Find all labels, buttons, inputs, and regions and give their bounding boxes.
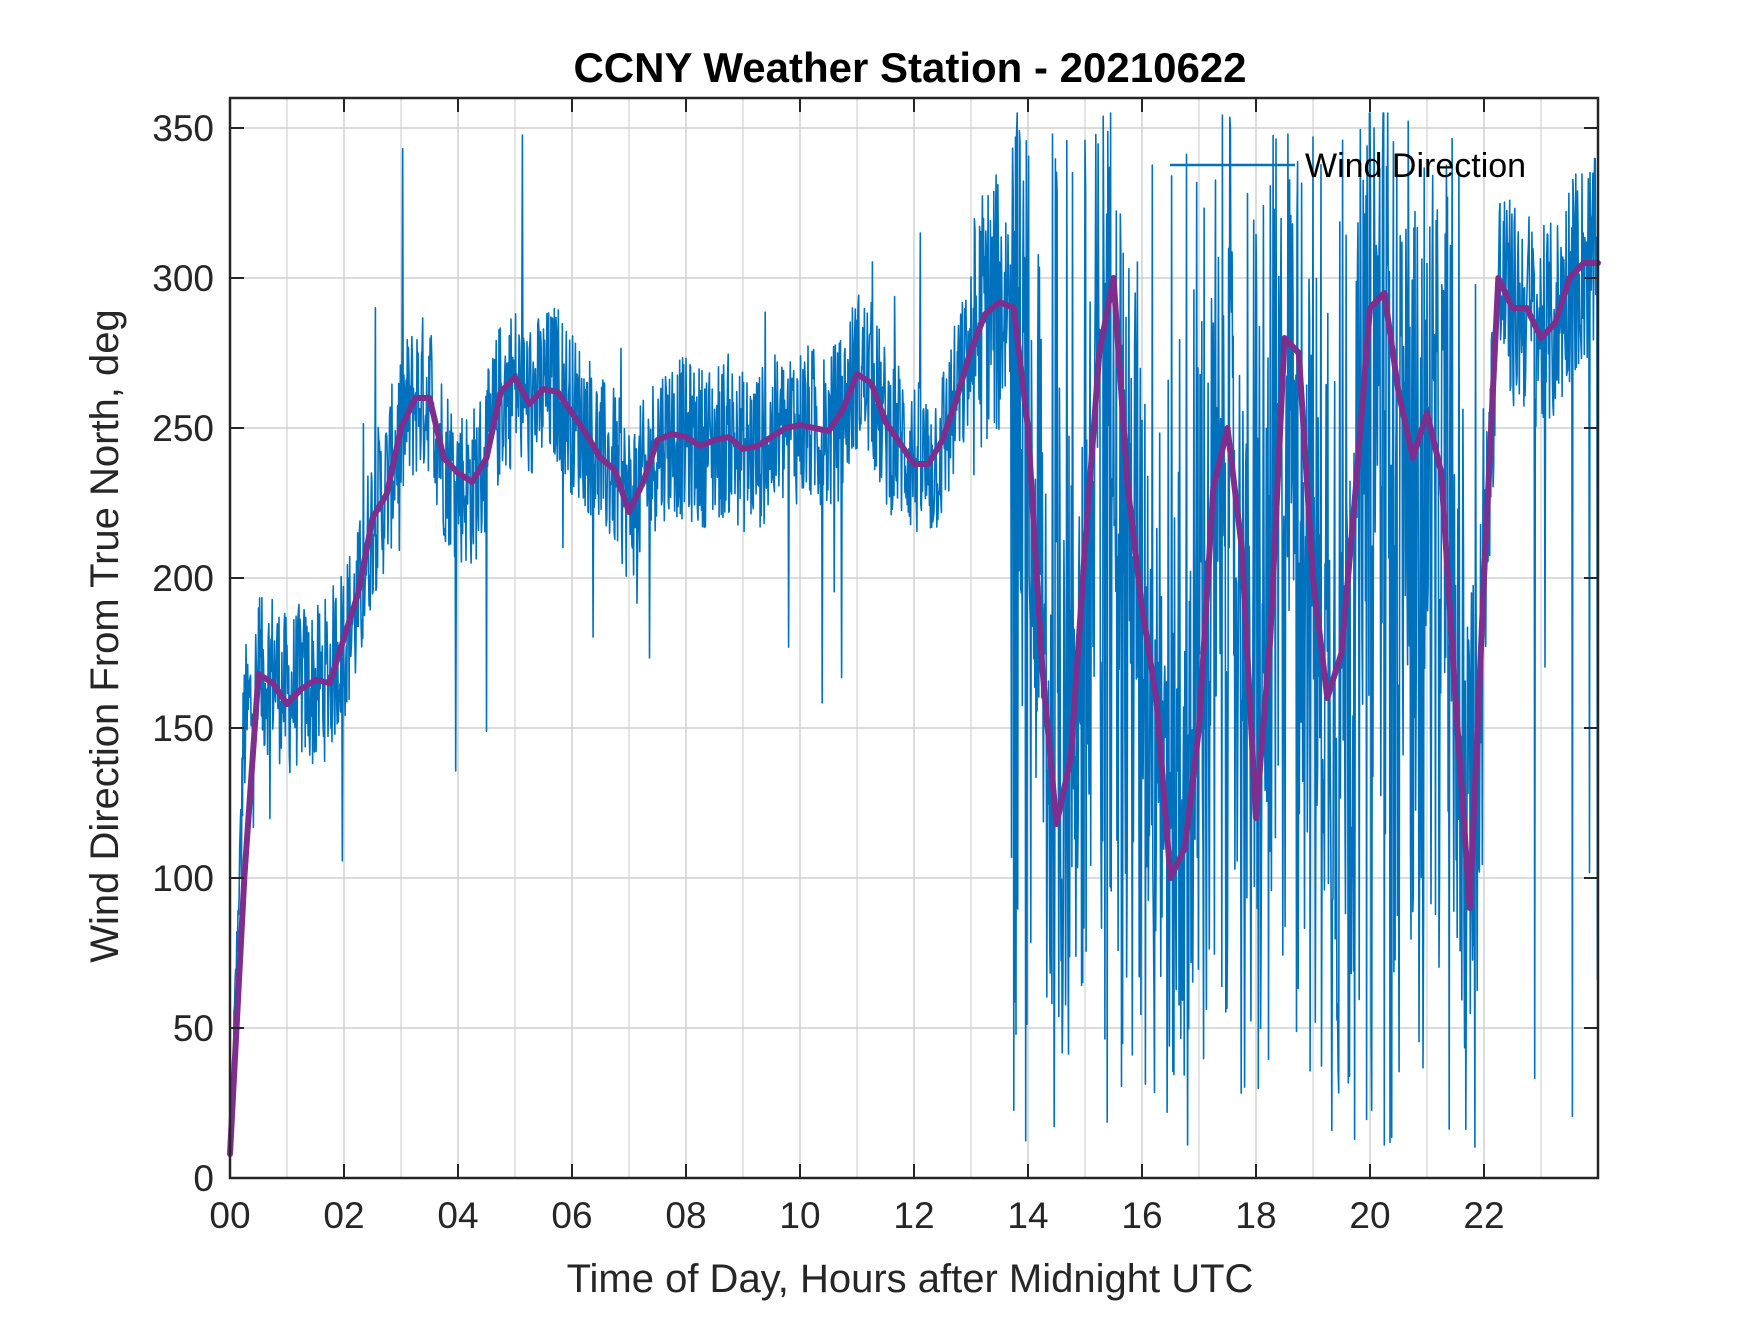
x-tick-label: 00 bbox=[209, 1195, 250, 1236]
tick-labels: 00 02 04 06 08 10 12 14 16 18 20 22 0 50 100 150 200 250 3… bbox=[152, 108, 1504, 1236]
y-tick-label: 250 bbox=[152, 408, 214, 449]
x-tick-label: 18 bbox=[1235, 1195, 1276, 1236]
y-tick-label: 200 bbox=[152, 558, 214, 599]
legend: Wind Direction bbox=[1170, 147, 1526, 185]
legend-label-wind-direction: Wind Direction bbox=[1305, 147, 1526, 185]
y-tick-label: 100 bbox=[152, 858, 214, 899]
x-axis-label: Time of Day, Hours after Midnight UTC bbox=[567, 1257, 1254, 1301]
x-tick-label: 02 bbox=[323, 1195, 364, 1236]
x-tick-label: 10 bbox=[779, 1195, 820, 1236]
y-axis-label: Wind Direction From True North, deg bbox=[83, 309, 127, 963]
x-tick-label: 12 bbox=[893, 1195, 934, 1236]
x-tick-label: 04 bbox=[437, 1195, 478, 1236]
axes bbox=[228, 96, 1600, 1180]
series-line-smoothed bbox=[227, 260, 1601, 1157]
x-tick-label: 06 bbox=[551, 1195, 592, 1236]
chart-title: CCNY Weather Station - 20210622 bbox=[573, 44, 1246, 91]
y-tick-label: 350 bbox=[152, 108, 214, 149]
x-tick-label: 14 bbox=[1007, 1195, 1048, 1236]
x-tick-label: 16 bbox=[1121, 1195, 1162, 1236]
x-tick-label: 22 bbox=[1463, 1195, 1504, 1236]
x-tick-label: 20 bbox=[1349, 1195, 1390, 1236]
y-tick-label: 0 bbox=[193, 1158, 214, 1199]
x-tick-label: 08 bbox=[665, 1195, 706, 1236]
y-tick-label: 150 bbox=[152, 708, 214, 749]
series-line-wind-direction bbox=[229, 112, 1599, 1150]
y-tick-label: 50 bbox=[173, 1008, 214, 1049]
series-lines bbox=[227, 112, 1601, 1157]
y-tick-label: 300 bbox=[152, 258, 214, 299]
